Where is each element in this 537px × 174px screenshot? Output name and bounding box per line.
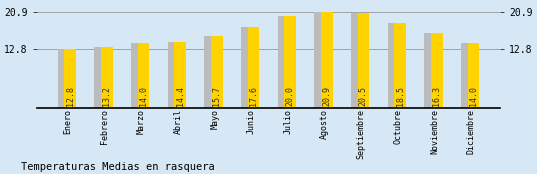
Bar — [394, 23, 406, 108]
Text: Temperaturas Medias en rasquera: Temperaturas Medias en rasquera — [21, 162, 215, 172]
Bar — [468, 43, 479, 108]
Bar — [58, 49, 72, 108]
Bar — [205, 35, 219, 108]
Bar — [248, 27, 259, 108]
Bar — [175, 42, 186, 108]
Bar — [241, 27, 255, 108]
Bar — [168, 42, 182, 108]
Bar — [351, 13, 365, 108]
Bar — [131, 43, 145, 108]
Text: 12.8: 12.8 — [66, 86, 75, 106]
Text: 17.6: 17.6 — [249, 86, 258, 106]
Bar — [431, 33, 442, 108]
Bar — [211, 35, 223, 108]
Bar — [137, 43, 149, 108]
Bar — [278, 16, 292, 108]
Text: 20.9: 20.9 — [322, 86, 331, 106]
Bar — [95, 47, 108, 108]
Bar — [388, 23, 402, 108]
Bar — [321, 11, 332, 108]
Text: 20.5: 20.5 — [359, 86, 368, 106]
Bar — [424, 33, 438, 108]
Bar — [101, 47, 113, 108]
Text: 13.2: 13.2 — [103, 86, 111, 106]
Text: 15.7: 15.7 — [212, 86, 221, 106]
Bar — [64, 49, 76, 108]
Bar — [284, 16, 296, 108]
Text: 14.0: 14.0 — [139, 86, 148, 106]
Text: 14.0: 14.0 — [469, 86, 478, 106]
Text: 18.5: 18.5 — [396, 86, 404, 106]
Bar — [461, 43, 475, 108]
Text: 16.3: 16.3 — [432, 86, 441, 106]
Text: 20.0: 20.0 — [286, 86, 295, 106]
Bar — [314, 11, 328, 108]
Text: 14.4: 14.4 — [176, 86, 185, 106]
Bar — [358, 13, 369, 108]
